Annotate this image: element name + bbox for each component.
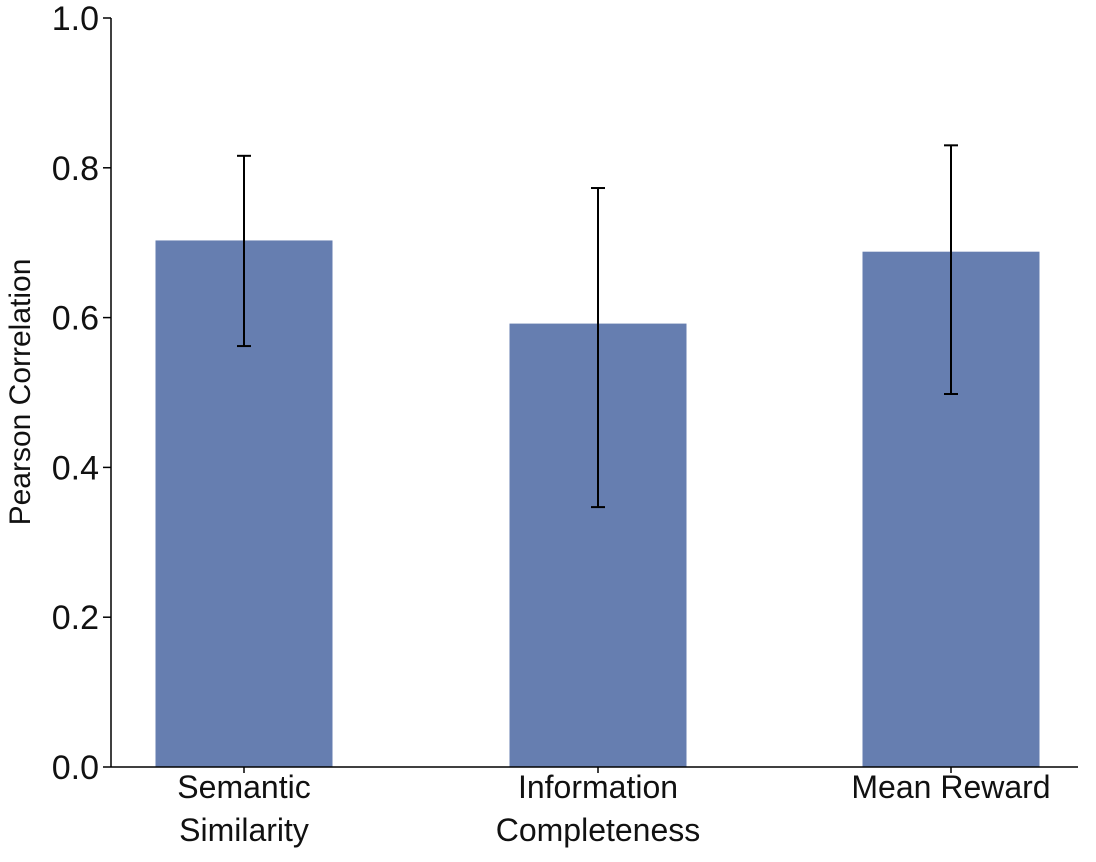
y-tick-label: 0.2	[52, 599, 99, 637]
y-tick-label: 0.0	[52, 749, 99, 787]
x-tick-label: Completeness	[496, 812, 701, 848]
plot-area: 0.0 0.2 0.4 0.6 0.8 1.0 Semantic Similarity Info…	[52, 0, 1078, 848]
y-tick-label: 1.0	[52, 0, 99, 38]
x-tick-label: Information	[518, 769, 678, 805]
y-axis-title: Pearson Correlation	[4, 259, 37, 526]
y-tick-label: 0.8	[52, 150, 99, 188]
x-tick-label: Similarity	[179, 812, 309, 848]
x-tick-label: Mean Reward	[851, 769, 1050, 805]
x-tick-label: Semantic	[177, 769, 310, 805]
y-tick-label: 0.4	[52, 449, 99, 487]
y-tick-label: 0.6	[52, 300, 99, 338]
